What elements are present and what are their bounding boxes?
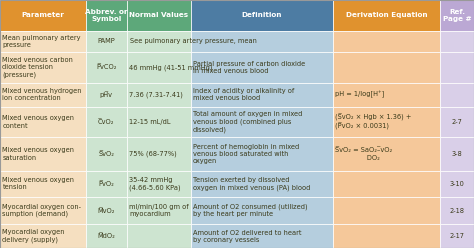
Text: Myocardial oxygen
delivery (supply): Myocardial oxygen delivery (supply) (2, 229, 65, 243)
Bar (440, 197, 474, 224)
Bar (440, 83, 474, 107)
Bar (333, 31, 440, 52)
Bar (86, 137, 127, 171)
Bar (333, 83, 440, 107)
Text: Ref.
Page #: Ref. Page # (443, 9, 471, 22)
Text: pH = 1/log[H⁺]: pH = 1/log[H⁺] (335, 91, 384, 98)
Text: 46 mmHg (41-51 mmHg): 46 mmHg (41-51 mmHg) (129, 64, 213, 71)
Bar (0, 83, 86, 107)
Bar (86, 31, 127, 52)
Text: M̅dO₂: M̅dO₂ (97, 233, 115, 239)
Bar (333, 52, 440, 83)
Text: (S̅vO₂ × Hgb × 1.36) +
(P̅vO₂ × 0.0031): (S̅vO₂ × Hgb × 1.36) + (P̅vO₂ × 0.0031) (335, 114, 411, 130)
Bar (191, 171, 333, 197)
Bar (333, 107, 440, 137)
Text: Mixed venous hydrogen
ion concentration: Mixed venous hydrogen ion concentration (2, 88, 82, 101)
Text: Mean pulmonary artery
pressure: Mean pulmonary artery pressure (2, 35, 81, 48)
Bar (0, 31, 86, 52)
Text: 2-17: 2-17 (449, 233, 465, 239)
Text: Mixed venous oxygen
tension: Mixed venous oxygen tension (2, 177, 74, 190)
Bar (191, 31, 333, 52)
Bar (127, 224, 191, 248)
Text: Mixed venous carbon
dioxide tension
(pressure): Mixed venous carbon dioxide tension (pre… (2, 57, 73, 78)
Bar (127, 0, 191, 31)
Bar (440, 107, 474, 137)
Text: Amount of O2 delivered to heart
by coronary vessels: Amount of O2 delivered to heart by coron… (193, 230, 301, 243)
Text: 3-10: 3-10 (450, 181, 465, 187)
Bar (0, 224, 86, 248)
Text: C̅vO₂: C̅vO₂ (98, 119, 115, 125)
Text: 12-15 mL/dL: 12-15 mL/dL (129, 119, 171, 125)
Text: Definition: Definition (241, 12, 282, 18)
Text: 35-42 mmHg
(4.66-5.60 KPa): 35-42 mmHg (4.66-5.60 KPa) (129, 177, 181, 190)
Bar (86, 224, 127, 248)
Text: 7.36 (7.31-7.41): 7.36 (7.31-7.41) (129, 92, 183, 98)
Bar (191, 197, 333, 224)
Text: Mixed venous oxygen
content: Mixed venous oxygen content (2, 115, 74, 129)
Text: P̅vO₂: P̅vO₂ (98, 181, 114, 187)
Text: Amount of O2 consumed (utilized)
by the heart per minute: Amount of O2 consumed (utilized) by the … (193, 204, 308, 217)
Text: Tension exerted by dissolved
oxygen in mixed venous (PA) blood: Tension exerted by dissolved oxygen in m… (193, 177, 310, 190)
Bar (127, 171, 191, 197)
Bar (86, 0, 127, 31)
Text: Partial pressure of carbon dioxide
in mixed venous blood: Partial pressure of carbon dioxide in mi… (193, 61, 305, 74)
Text: PAMP: PAMP (97, 38, 115, 44)
Text: 2-18: 2-18 (449, 208, 465, 214)
Text: P̅vCO₂: P̅vCO₂ (96, 64, 117, 70)
Bar (127, 137, 191, 171)
Bar (191, 83, 333, 107)
Bar (440, 171, 474, 197)
Bar (0, 137, 86, 171)
Bar (333, 224, 440, 248)
Text: pH̅v: pH̅v (100, 91, 113, 98)
Bar (0, 52, 86, 83)
Bar (0, 197, 86, 224)
Bar (191, 52, 333, 83)
Bar (191, 0, 333, 31)
Text: Parameter: Parameter (21, 12, 64, 18)
Bar (0, 0, 86, 31)
Bar (127, 31, 191, 52)
Text: S̅vO₂ = SaO₂–̅vO₂
               DO₂: S̅vO₂ = SaO₂–̅vO₂ DO₂ (335, 147, 392, 160)
Bar (333, 0, 440, 31)
Bar (127, 107, 191, 137)
Text: 3-8: 3-8 (452, 151, 463, 157)
Text: Index of acidity or alkalinity of
mixed venous blood: Index of acidity or alkalinity of mixed … (193, 88, 294, 101)
Bar (440, 224, 474, 248)
Bar (191, 107, 333, 137)
Bar (440, 137, 474, 171)
Bar (440, 0, 474, 31)
Text: See pulmonary artery pressure, mean: See pulmonary artery pressure, mean (129, 38, 256, 44)
Bar (127, 197, 191, 224)
Bar (191, 224, 333, 248)
Bar (440, 31, 474, 52)
Bar (127, 52, 191, 83)
Bar (86, 197, 127, 224)
Bar (333, 197, 440, 224)
Bar (86, 83, 127, 107)
Text: Derivation Equation: Derivation Equation (346, 12, 427, 18)
Text: 2-7: 2-7 (452, 119, 463, 125)
Text: ml/min/100 gm of
myocardium: ml/min/100 gm of myocardium (129, 204, 189, 217)
Text: S̅vO₂: S̅vO₂ (98, 151, 114, 157)
Bar (440, 52, 474, 83)
Bar (0, 107, 86, 137)
Text: Mixed venous oxygen
saturation: Mixed venous oxygen saturation (2, 147, 74, 160)
Bar (86, 52, 127, 83)
Bar (0, 171, 86, 197)
Bar (86, 171, 127, 197)
Text: Myocardial oxygen con-
sumption (demand): Myocardial oxygen con- sumption (demand) (2, 204, 82, 217)
Bar (333, 137, 440, 171)
Bar (127, 83, 191, 107)
Text: 75% (68-77%): 75% (68-77%) (129, 151, 177, 157)
Bar (86, 107, 127, 137)
Text: Total amount of oxygen in mixed
venous blood (combined plus
dissolved): Total amount of oxygen in mixed venous b… (193, 111, 302, 133)
Text: M̅vO₂: M̅vO₂ (98, 208, 115, 214)
Bar (333, 171, 440, 197)
Text: Normal Values: Normal Values (129, 12, 188, 18)
Bar (191, 137, 333, 171)
Text: Percent of hemoglobin in mixed
venous blood saturated with
oxygen: Percent of hemoglobin in mixed venous bl… (193, 144, 299, 164)
Text: Abbrev. or
Symbol: Abbrev. or Symbol (85, 9, 128, 22)
